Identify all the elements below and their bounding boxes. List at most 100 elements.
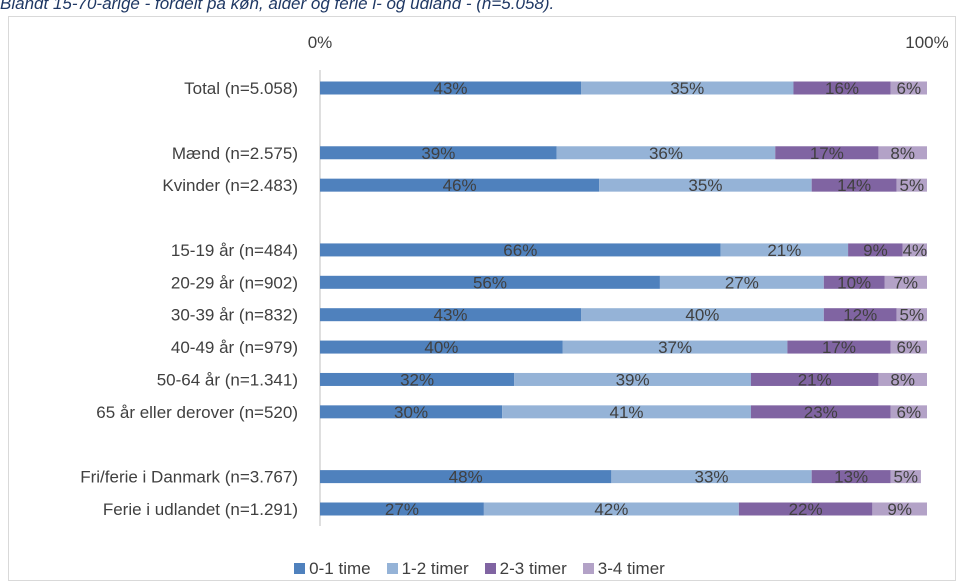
category-label: 40-49 år (n=979) (171, 338, 298, 357)
legend-item: 0-1 time (294, 558, 371, 579)
data-label: 56% (473, 273, 507, 292)
data-label: 14% (837, 176, 871, 195)
data-label: 21% (767, 241, 801, 260)
chart-title: Blandt 15-70-årige - fordelt på køn, ald… (0, 0, 555, 13)
bar-segment (320, 146, 557, 160)
bar-segment (562, 340, 788, 354)
bar-segment (581, 308, 824, 322)
data-label: 27% (385, 500, 419, 519)
data-label: 30% (394, 403, 428, 422)
legend-label: 3-4 timer (597, 558, 665, 578)
data-label: 42% (594, 500, 628, 519)
bar-segment (823, 308, 897, 322)
data-label: 17% (810, 144, 844, 163)
category-label: 65 år eller derover (n=520) (96, 403, 298, 422)
bar-segment (890, 470, 921, 484)
legend-label: 0-1 time (309, 558, 371, 578)
category-label: Fri/ferie i Danmark (n=3.767) (80, 468, 298, 487)
category-label: 30-39 år (n=832) (171, 306, 298, 325)
bar-segment (890, 81, 927, 95)
data-label: 48% (449, 468, 483, 487)
bar-segment (878, 146, 927, 160)
data-label: 9% (863, 241, 888, 260)
data-label: 10% (837, 273, 871, 292)
category-label: Mænd (n=2.575) (172, 144, 298, 163)
legend-item: 2-3 timer (484, 559, 567, 579)
data-label: 4% (903, 241, 928, 260)
data-label: 12% (843, 306, 877, 325)
data-label: 6% (897, 338, 922, 357)
bar-segment (872, 502, 927, 516)
data-label: 43% (433, 306, 467, 325)
data-label: 36% (649, 144, 683, 163)
data-label: 6% (897, 403, 922, 422)
bar-segment (320, 405, 503, 419)
data-label: 27% (725, 273, 759, 292)
legend-swatch (582, 563, 594, 574)
data-label: 9% (887, 500, 912, 519)
bar-segment (750, 405, 891, 419)
data-label: 66% (503, 241, 537, 260)
data-label: 5% (900, 306, 925, 325)
bar-segment (896, 178, 927, 192)
data-label: 46% (443, 176, 477, 195)
data-label: 17% (822, 338, 856, 357)
bar-segment (320, 470, 612, 484)
bar-segment (878, 372, 927, 386)
data-label: 43% (433, 79, 467, 98)
legend: 0-1 time 1-2 timer 2-3 timer 3-4 timer (0, 558, 959, 579)
x-tick-label: 100% (905, 33, 948, 52)
data-label: 22% (789, 500, 823, 519)
category-label: 50-64 år (n=1.341) (157, 370, 298, 389)
bar-segment (611, 470, 812, 484)
data-label: 8% (890, 370, 915, 389)
data-label: 8% (890, 144, 915, 163)
bar-segment (514, 372, 751, 386)
legend-item: 3-4 timer (582, 558, 665, 579)
data-label: 13% (834, 468, 868, 487)
legend-swatch (484, 563, 496, 574)
bar-segment (902, 243, 927, 257)
bar-segment (320, 178, 600, 192)
bar-segment (750, 372, 879, 386)
bar-segment (890, 405, 927, 419)
bar-segment (811, 178, 897, 192)
bar-segment (320, 81, 582, 95)
data-label: 32% (400, 370, 434, 389)
bar-segment (320, 372, 515, 386)
bar-segment (823, 275, 885, 289)
data-label: 39% (421, 144, 455, 163)
bar-segment (848, 243, 903, 257)
legend-item: 1-2 timer (386, 559, 469, 579)
bar-segment (320, 308, 582, 322)
category-label: Total (n=5.058) (184, 79, 298, 98)
data-label: 33% (694, 468, 728, 487)
category-label: Ferie i udlandet (n=1.291) (103, 500, 298, 519)
bar-segment (502, 405, 751, 419)
bar-segment (720, 243, 849, 257)
bar-segment (320, 502, 484, 516)
x-tick-label: 0% (308, 33, 333, 52)
category-label: 20-29 år (n=902) (171, 273, 298, 292)
bar-segment (556, 146, 776, 160)
category-label: Kvinder (n=2.483) (162, 176, 298, 195)
bar-segment (775, 146, 879, 160)
bar-segment (884, 275, 927, 289)
bar-segment (483, 502, 739, 516)
bar-segment (793, 81, 891, 95)
bar-segment (890, 340, 927, 354)
data-label: 41% (610, 403, 644, 422)
bar-segment (896, 308, 927, 322)
bar-segment (320, 243, 721, 257)
bar-segment (599, 178, 812, 192)
data-label: 23% (804, 403, 838, 422)
data-label: 40% (424, 338, 458, 357)
data-label: 35% (670, 79, 704, 98)
data-label: 37% (658, 338, 692, 357)
bar-segment (738, 502, 873, 516)
data-label: 7% (893, 273, 918, 292)
data-label: 39% (616, 370, 650, 389)
bar-segment (320, 275, 660, 289)
legend-swatch (386, 563, 398, 574)
